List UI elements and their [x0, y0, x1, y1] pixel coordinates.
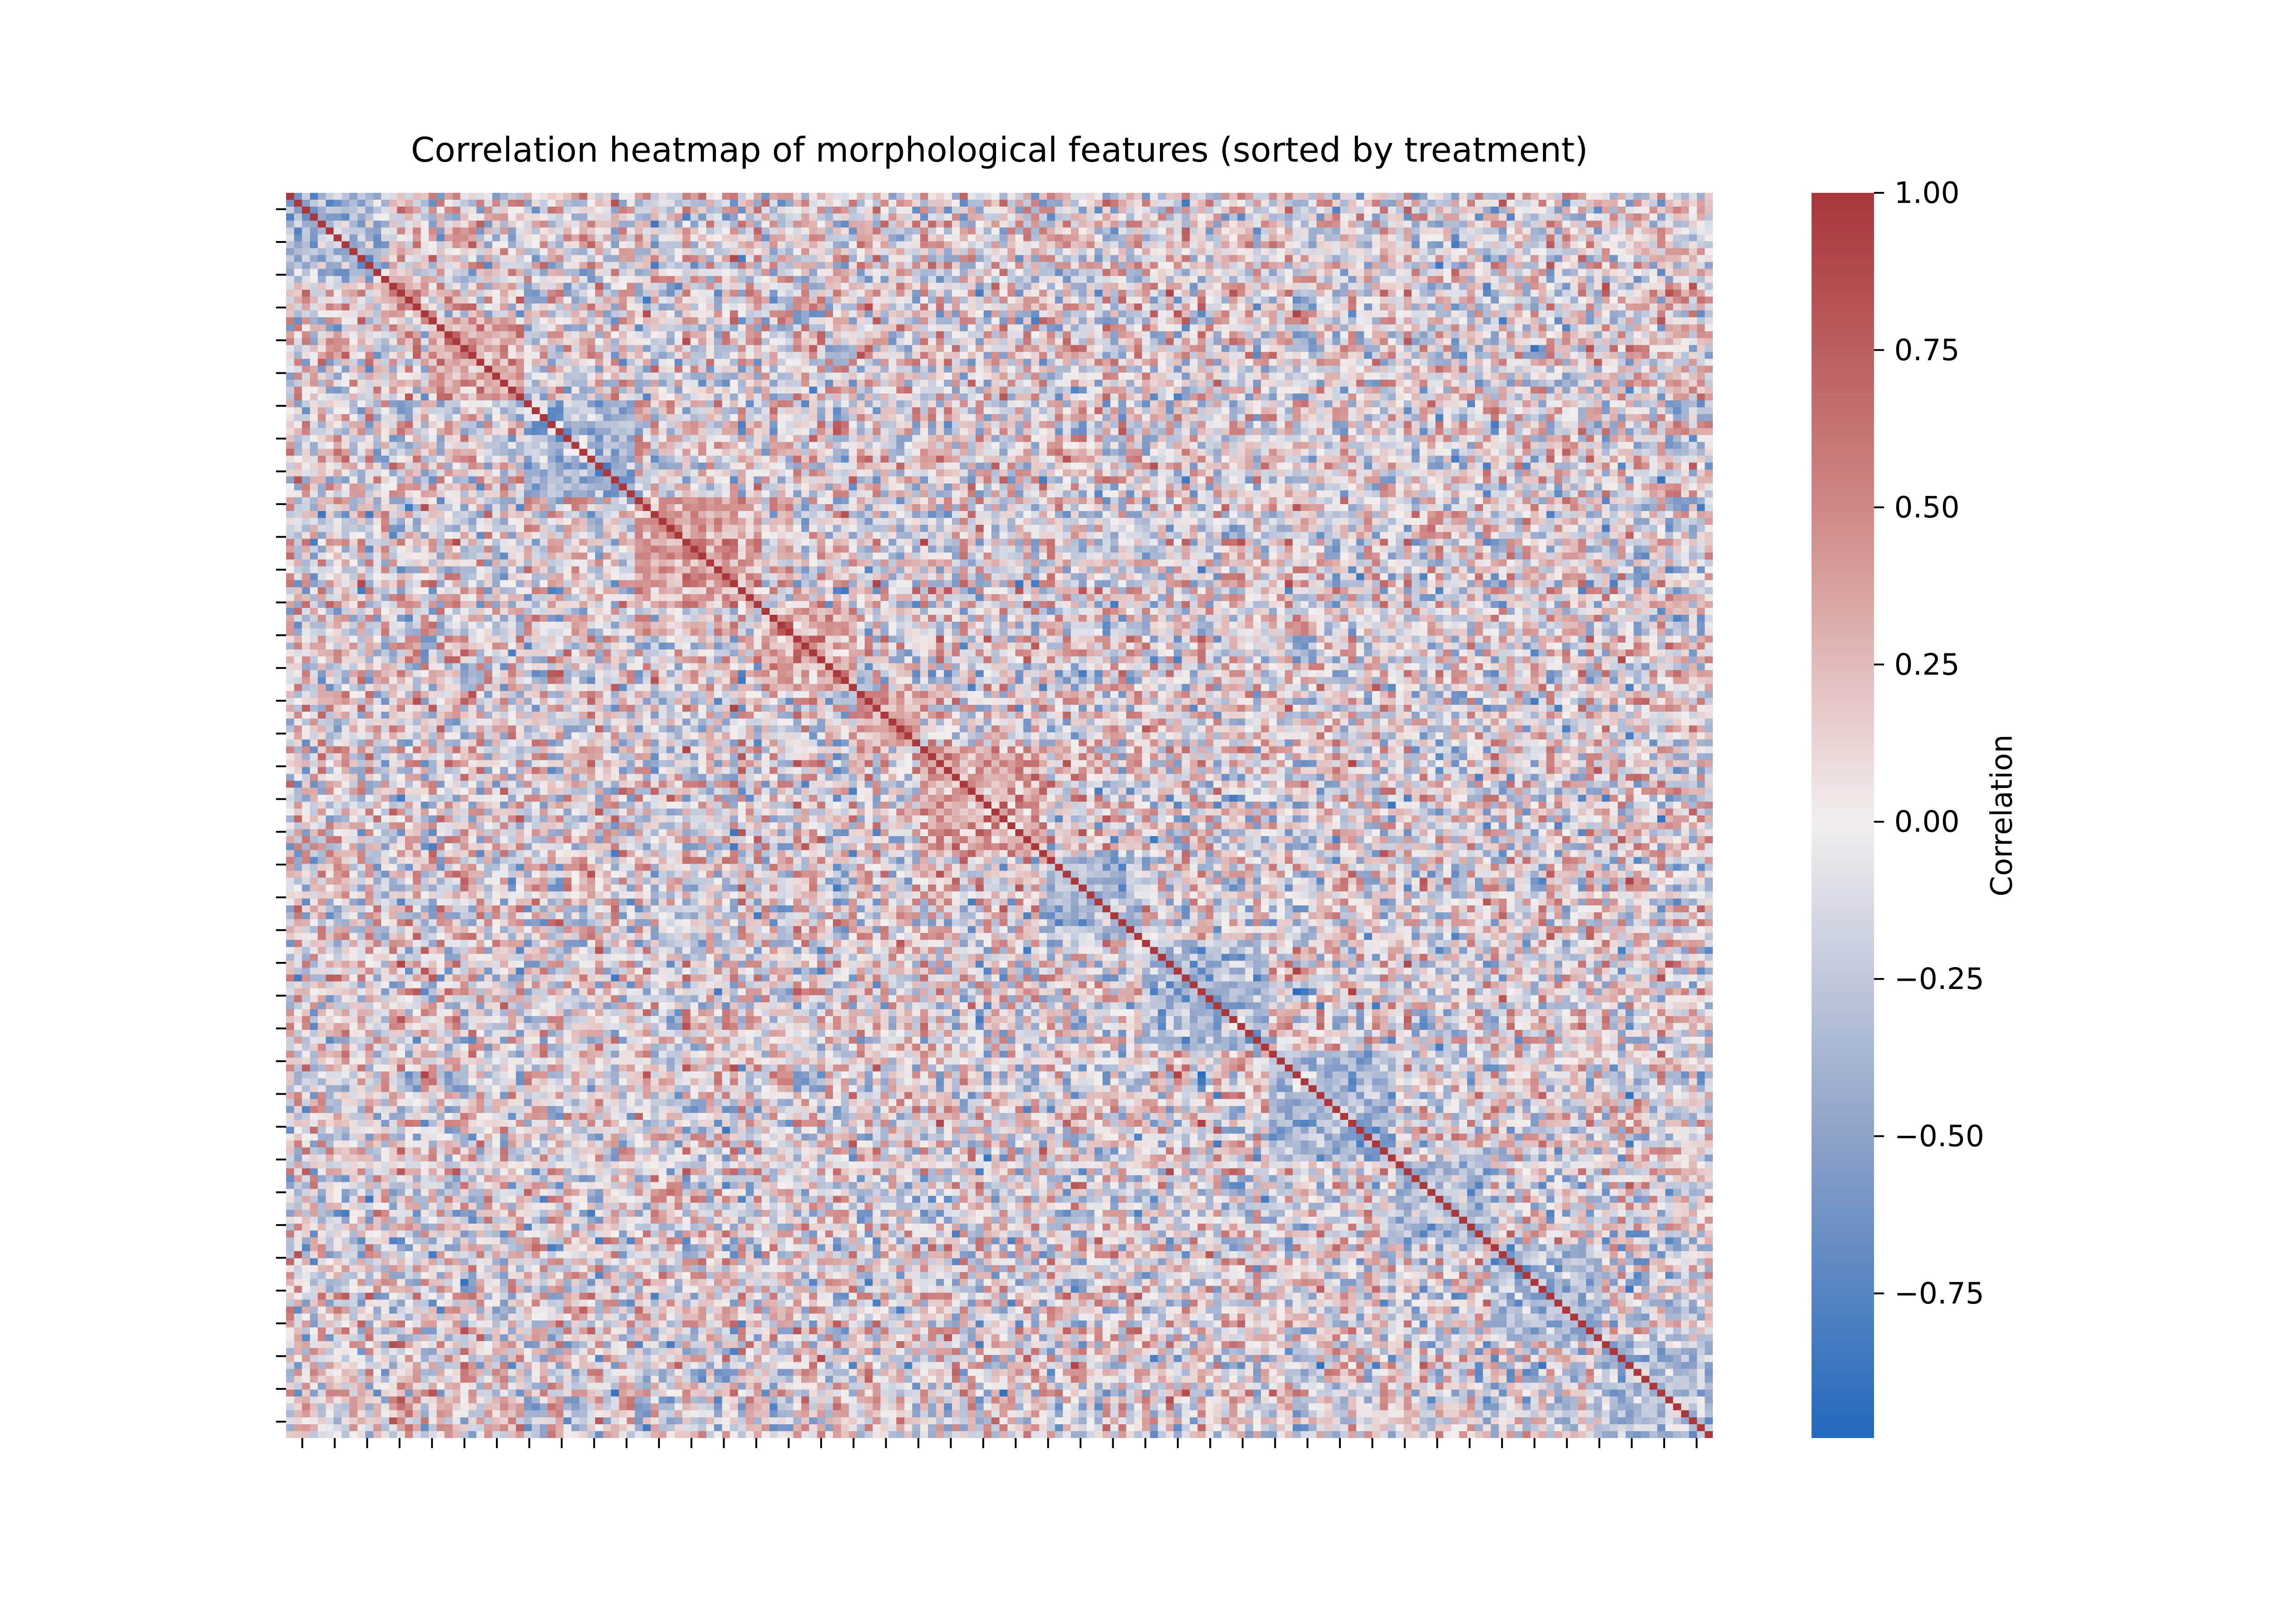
colorbar-tick-label: 0.00: [1894, 805, 1960, 839]
colorbar-tick-label: 0.75: [1894, 333, 1960, 367]
colorbar-label-text: Correlation: [1985, 734, 2019, 897]
colorbar-tick-label: −0.75: [1894, 1277, 1984, 1311]
colorbar-tick-label: 0.50: [1894, 491, 1960, 525]
heatmap-cells: [286, 193, 1713, 1438]
colorbar-tick-label: −0.50: [1894, 1120, 1984, 1154]
colorbar-tick-label: −0.25: [1894, 962, 1984, 996]
colorbar: [1812, 193, 1874, 1438]
colorbar-tick-label: 0.25: [1894, 648, 1960, 682]
colorbar-tick-label: 1.00: [1894, 176, 1960, 210]
chart-title: Correlation heatmap of morphological fea…: [411, 130, 1588, 170]
